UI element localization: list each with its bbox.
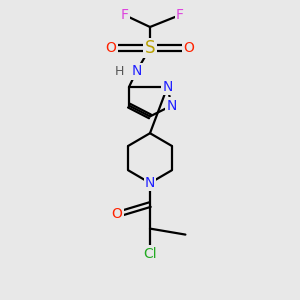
Text: H: H xyxy=(114,65,124,78)
Text: F: F xyxy=(121,8,128,22)
Text: O: O xyxy=(184,41,194,55)
Text: O: O xyxy=(112,208,122,221)
Text: N: N xyxy=(145,176,155,190)
Text: N: N xyxy=(162,80,172,94)
Text: O: O xyxy=(106,41,116,55)
Text: N: N xyxy=(131,64,142,78)
Text: N: N xyxy=(167,99,177,112)
Text: F: F xyxy=(176,8,184,22)
Text: S: S xyxy=(145,39,155,57)
Text: Cl: Cl xyxy=(143,247,157,260)
